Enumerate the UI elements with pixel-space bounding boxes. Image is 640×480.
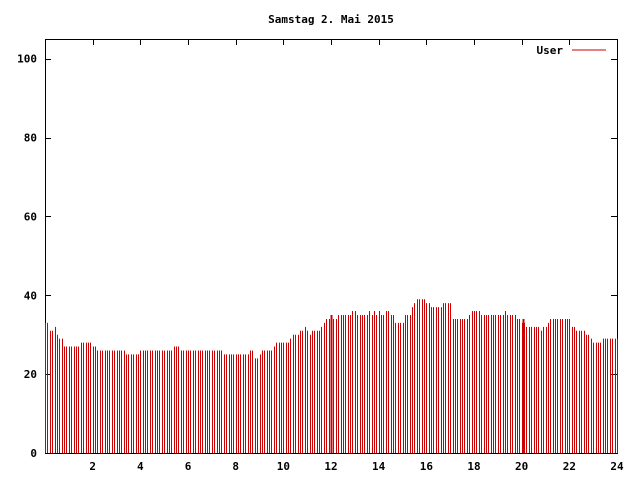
- y-tick-label: 80: [24, 132, 37, 145]
- legend-label-user: User: [537, 44, 564, 57]
- y-tick-label: 60: [24, 210, 37, 223]
- legend: User: [537, 44, 606, 57]
- series-user-bars: [45, 299, 618, 453]
- x-tick-label: 10: [277, 460, 290, 473]
- chart-title: Samstag 2. Mai 2015: [268, 13, 394, 26]
- x-tick-label: 18: [467, 460, 480, 473]
- x-tick-label: 6: [185, 460, 192, 473]
- x-tick-label: 8: [232, 460, 239, 473]
- x-tick-label: 20: [515, 460, 528, 473]
- x-tick-label: 14: [372, 460, 386, 473]
- y-tick-label: 20: [24, 368, 37, 381]
- y-tick-label: 100: [17, 53, 37, 66]
- x-tick-label: 24: [610, 460, 624, 473]
- x-tick-label: 16: [420, 460, 434, 473]
- x-tick-label: 22: [563, 460, 576, 473]
- x-tick-label: 2: [89, 460, 96, 473]
- y-axis: 0 20 40 60 80 100: [17, 53, 617, 460]
- y-tick-label: 0: [30, 447, 37, 460]
- x-tick-label: 12: [324, 460, 337, 473]
- x-tick-label: 4: [137, 460, 144, 473]
- y-tick-label: 40: [24, 289, 37, 302]
